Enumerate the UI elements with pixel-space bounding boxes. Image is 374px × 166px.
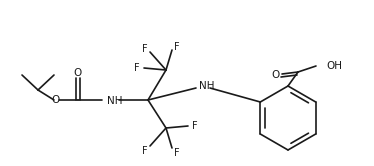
Text: F: F	[174, 42, 180, 52]
Text: F: F	[142, 146, 148, 156]
Text: F: F	[174, 148, 180, 158]
Text: O: O	[51, 95, 59, 105]
Text: O: O	[272, 70, 280, 80]
Text: OH: OH	[326, 61, 342, 71]
Text: O: O	[74, 68, 82, 78]
Text: F: F	[142, 44, 148, 54]
Text: F: F	[134, 63, 140, 73]
Text: NH: NH	[107, 96, 123, 106]
Text: NH: NH	[199, 81, 215, 91]
Text: F: F	[192, 121, 198, 131]
